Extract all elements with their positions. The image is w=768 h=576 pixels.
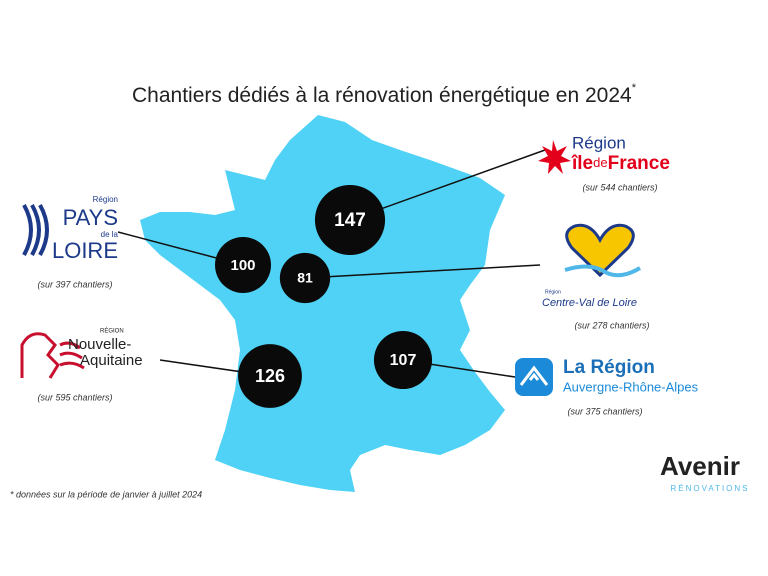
- brand-name: Avenir: [660, 451, 740, 481]
- bubble: [279, 252, 331, 304]
- logo-text: Centre-Val de Loire: [542, 297, 637, 309]
- logo-text: PAYS: [63, 205, 118, 230]
- logo-text: Nouvelle-: [68, 336, 131, 353]
- na-lion: [20, 332, 85, 379]
- logo-text: île: [571, 153, 593, 174]
- logo-text: Région: [572, 133, 626, 152]
- region-note: (sur 595 chantiers): [37, 392, 112, 402]
- france-map: [140, 115, 505, 492]
- logo-text: de la: [101, 230, 119, 239]
- bubble-label: 126: [255, 366, 285, 386]
- logo-text-line: îledeFrance: [571, 153, 670, 174]
- logo-text: Aquitaine: [80, 352, 143, 369]
- region-note: (sur 375 chantiers): [567, 406, 642, 416]
- region-note: (sur 278 chantiers): [574, 320, 649, 330]
- bubble: [373, 330, 433, 390]
- logo-text: Région: [93, 195, 118, 204]
- logo-text: Région: [545, 289, 561, 295]
- brand-tagline: RÉNOVATIONS: [670, 484, 749, 493]
- title: Chantiers dédiés à la rénovation énergét…: [132, 82, 637, 107]
- logo-text: LOIRE: [52, 238, 118, 263]
- bubble-label: 107: [390, 352, 417, 369]
- logo-text: France: [608, 153, 670, 174]
- cvl-wave: [564, 264, 642, 278]
- bubble-label: 147: [334, 210, 366, 231]
- footnote: * données sur la période de janvier à ju…: [10, 489, 202, 499]
- bubble: [314, 184, 386, 256]
- logo-text: Auvergne-Rhône-Alpes: [563, 379, 699, 394]
- region-note: (sur 544 chantiers): [582, 182, 657, 192]
- aura-mountain: [519, 365, 549, 386]
- bubble-label: 100: [230, 257, 255, 274]
- logo-text: RÉGION: [100, 328, 124, 335]
- title-mark: *: [632, 82, 637, 94]
- bubble: [215, 237, 271, 293]
- bubble-label: 81: [297, 270, 313, 286]
- logo-text: de: [593, 155, 607, 170]
- logo-text: La Région: [563, 357, 655, 378]
- connector: [304, 264, 541, 279]
- title-text: Chantiers dédiés à la rénovation énergét…: [132, 84, 632, 107]
- region-note: (sur 397 chantiers): [37, 279, 112, 289]
- pdl-arcs: [22, 204, 49, 256]
- idf-star: [538, 140, 571, 174]
- cvl-heart: [565, 223, 635, 278]
- bubble: [238, 344, 302, 408]
